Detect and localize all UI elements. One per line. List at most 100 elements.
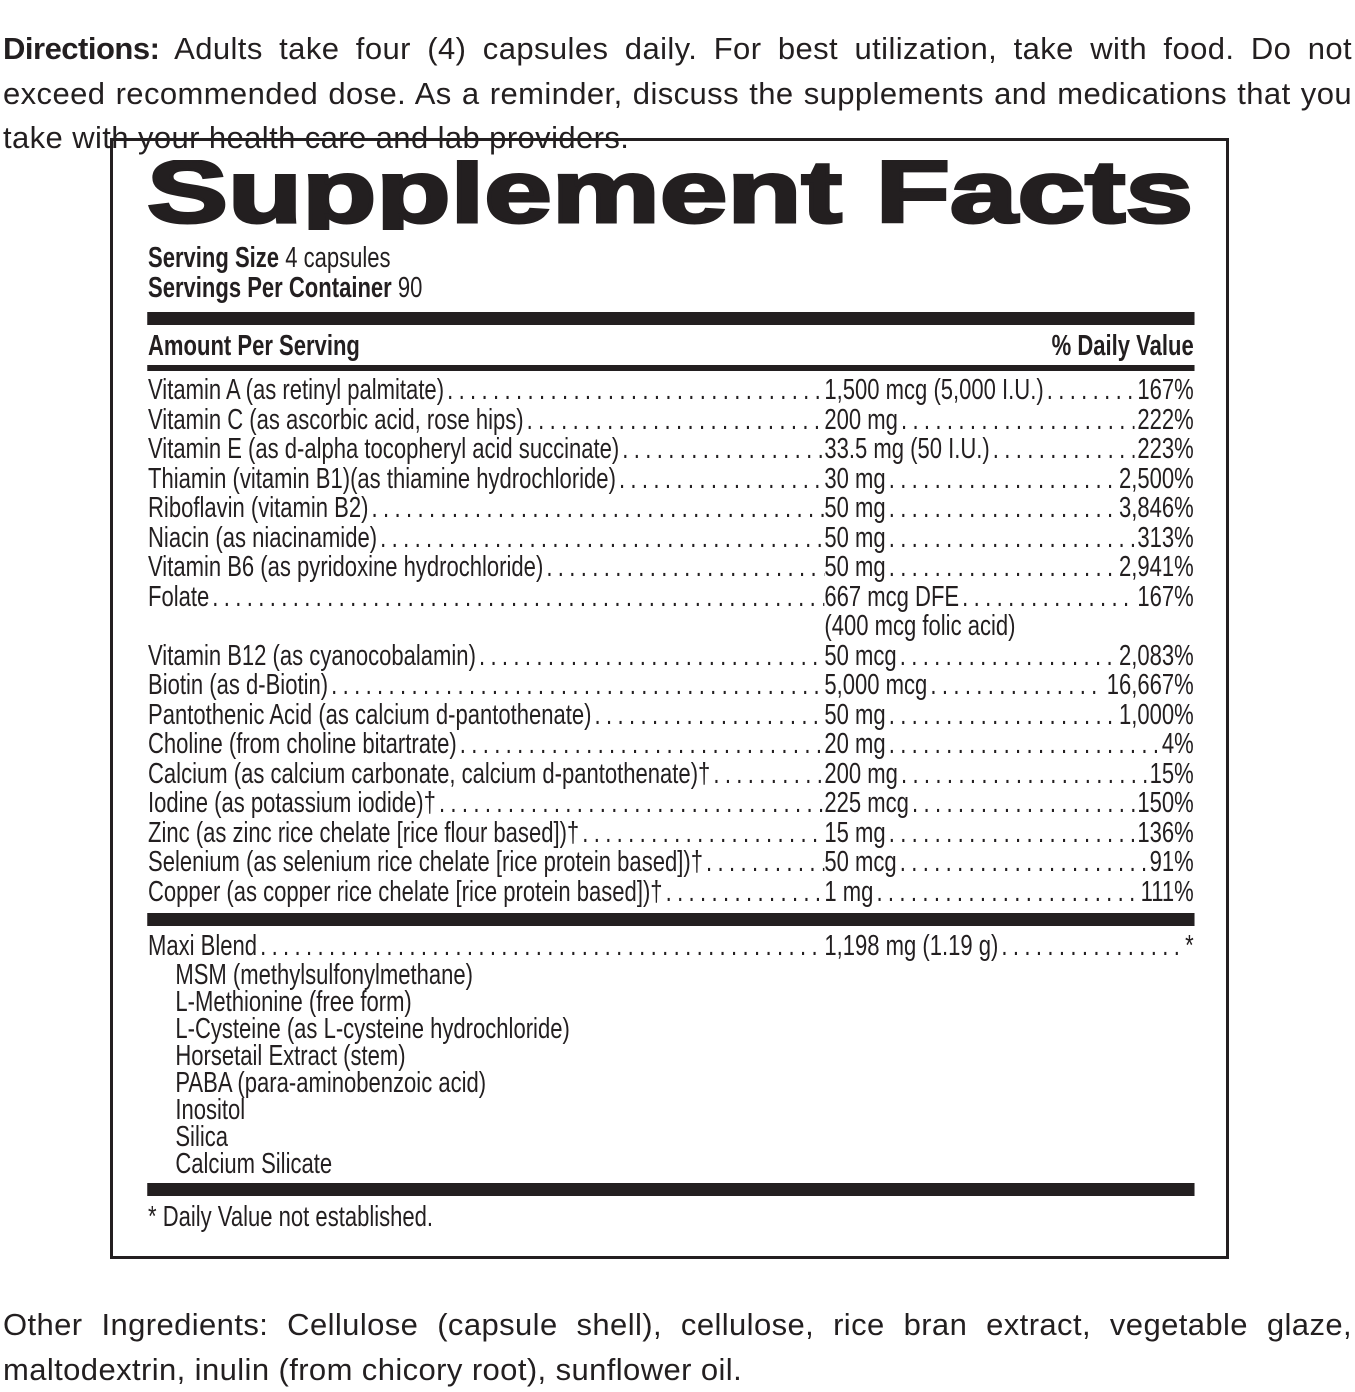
supplement-facts-panel	[110, 138, 1229, 1259]
blend-ingredient: Silica	[175, 1120, 229, 1153]
nutrient-name: Choline (from choline bitartrate)	[148, 730, 457, 760]
blend-name: Maxi Blend	[148, 932, 258, 962]
nutrient-amount: 50 mcg	[824, 848, 897, 878]
dot-leader	[377, 524, 824, 554]
nutrient-row: Thiamin (vitamin B1)(as thiamine hydroch…	[148, 465, 1194, 495]
nutrient-row: Vitamin E (as d-alpha tocopheryl acid su…	[148, 435, 1194, 465]
blend-ingredient: Calcium Silicate	[175, 1147, 333, 1180]
dot-leader	[898, 406, 1134, 436]
nutrient-dv: 4%	[1161, 730, 1194, 760]
dot-leader	[886, 553, 1116, 583]
medium-divider	[147, 365, 1195, 371]
panel-title: Supplement Facts	[147, 160, 1193, 230]
nutrient-amount: 200 mg	[824, 759, 898, 789]
dot-leader	[619, 435, 824, 465]
nutrient-dv: 15%	[1149, 759, 1194, 789]
nutrient-dv: 2,500%	[1119, 464, 1194, 494]
dot-leader	[873, 878, 1137, 908]
directions-text: Directions: Adults take four (4) capsule…	[3, 27, 1352, 161]
nutrient-row: Riboflavin (vitamin B2) 50 mg 3,846%	[148, 494, 1194, 524]
servings-per-container: Servings Per Container 90	[148, 273, 1194, 303]
nutrient-note-row: (400 mcg folic acid)	[148, 612, 1194, 642]
dot-leader	[257, 932, 824, 962]
nutrient-amount: 5,000 mcg	[824, 671, 928, 701]
daily-value-header: % Daily Value	[1051, 330, 1194, 362]
dot-leader	[328, 671, 824, 701]
dot-leader	[579, 819, 824, 849]
dot-leader	[990, 435, 1135, 465]
nutrient-name: Calcium (as calcium carbonate, calcium d…	[148, 759, 711, 789]
nutrient-name: Vitamin B12 (as cyanocobalamin)	[148, 641, 476, 671]
dot-leader	[209, 583, 824, 613]
dot-leader	[476, 642, 824, 672]
dot-leader	[909, 789, 1134, 819]
nutrient-amount: 30 mg	[824, 464, 886, 494]
nutrient-row: Copper (as copper rice chelate [rice pro…	[148, 878, 1194, 908]
dot-leader	[886, 494, 1116, 524]
nutrient-dv: 167%	[1137, 582, 1194, 612]
dot-leader	[998, 932, 1182, 962]
dot-leader	[959, 583, 1134, 613]
nutrient-row: Biotin (as d-Biotin) 5,000 mcg 16,667%	[148, 671, 1194, 701]
nutrient-dv: 150%	[1137, 789, 1194, 819]
nutrient-dv: 313%	[1137, 523, 1194, 553]
nutrient-amount: 50 mcg	[824, 641, 897, 671]
nutrient-amount: 50 mg	[824, 523, 886, 553]
nutrient-name: Vitamin E (as d-alpha tocopheryl acid su…	[148, 435, 620, 465]
blend-dv: *	[1185, 932, 1194, 962]
thick-divider	[147, 1182, 1195, 1196]
nutrient-dv: 3,846%	[1119, 494, 1194, 524]
blend-ingredient: L-Methionine (free form)	[175, 985, 412, 1018]
nutrient-amount: 33.5 mg (50 I.U.)	[824, 435, 990, 465]
nutrient-name: Copper (as copper rice chelate [rice pro…	[148, 877, 663, 907]
amount-per-serving-header: Amount Per Serving	[148, 330, 360, 362]
nutrient-amount: 200 mg	[824, 405, 898, 435]
nutrient-name: Zinc (as zinc rice chelate [rice flour b…	[148, 818, 580, 848]
nutrient-amount: 667 mcg DFE	[824, 582, 960, 612]
nutrient-list: Vitamin A (as retinyl palmitate) 1,500 mc…	[148, 376, 1194, 907]
nutrient-dv: 111%	[1140, 877, 1194, 907]
blend-ingredient: L-Cysteine (as L-cysteine hydrochloride)	[175, 1012, 570, 1045]
dot-leader	[592, 701, 825, 731]
dot-leader	[524, 406, 825, 436]
dot-leader	[543, 553, 824, 583]
nutrient-row: Selenium (as selenium rice chelate [rice…	[148, 848, 1194, 878]
nutrient-amount: 50 mg	[824, 494, 886, 524]
nutrient-name: Biotin (as d-Biotin)	[148, 671, 329, 701]
nutrient-dv: 1,000%	[1119, 700, 1194, 730]
blend-ingredient: Inositol	[175, 1093, 246, 1126]
dot-leader	[886, 701, 1116, 731]
dot-leader	[886, 819, 1135, 849]
dot-leader	[710, 760, 824, 790]
dot-leader	[897, 848, 1147, 878]
nutrient-dv: 16,667%	[1106, 671, 1194, 701]
nutrient-amount-note: (400 mcg folic acid)	[824, 612, 1016, 642]
serving-size: Serving Size 4 capsules	[148, 243, 1194, 273]
dot-leader	[897, 642, 1116, 672]
nutrient-dv: 136%	[1137, 818, 1194, 848]
nutrient-row: Niacin (as niacinamide) 50 mg 313%	[148, 524, 1194, 554]
nutrient-name: Iodine (as potassium iodide)†	[148, 789, 436, 819]
nutrient-amount: 225 mcg	[824, 789, 909, 819]
directions-body: Adults take four (4) capsules daily. For…	[3, 31, 1352, 155]
dot-leader	[436, 789, 824, 819]
nutrient-row: Folate 667 mcg DFE 167%	[148, 583, 1194, 613]
nutrient-row: Vitamin B12 (as cyanocobalamin) 50 mcg 2,0…	[148, 642, 1194, 672]
nutrient-name: Thiamin (vitamin B1)(as thiamine hydroch…	[148, 464, 616, 494]
nutrient-dv: 91%	[1149, 848, 1194, 878]
nutrient-amount: 20 mg	[824, 730, 886, 760]
panel-title-text: Supplement Facts	[147, 160, 1193, 230]
column-header: Amount Per Serving % Daily Value	[148, 329, 1194, 363]
dot-leader	[368, 494, 824, 524]
nutrient-dv: 223%	[1137, 435, 1194, 465]
nutrient-name: Vitamin A (as retinyl palmitate)	[148, 376, 445, 406]
dot-leader	[886, 524, 1135, 554]
nutrient-name: Selenium (as selenium rice chelate [rice…	[148, 848, 703, 878]
serving-size-label: Serving Size	[148, 242, 280, 274]
dot-leader	[457, 730, 825, 760]
nutrient-amount: 1 mg	[824, 877, 874, 907]
nutrient-name: Vitamin C (as ascorbic acid, rose hips)	[148, 405, 524, 435]
nutrient-row: Choline (from choline bitartrate) 20 mg 4%	[148, 730, 1194, 760]
nutrient-row: Calcium (as calcium carbonate, calcium d…	[148, 760, 1194, 790]
servings-per-container-value: 90	[391, 272, 423, 304]
